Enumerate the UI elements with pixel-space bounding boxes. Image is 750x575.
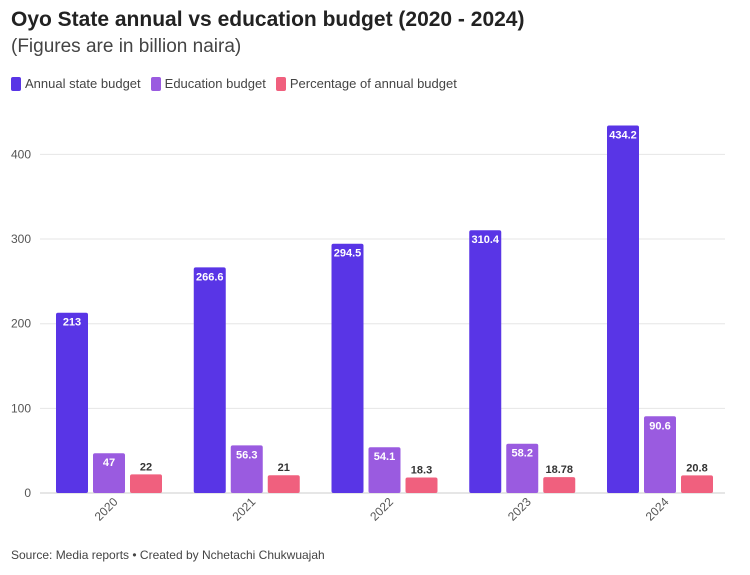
legend-label-education: Education budget xyxy=(164,76,266,91)
bar-percentage xyxy=(681,475,713,493)
x-tick-label: 2021 xyxy=(230,495,259,524)
data-label: 18.78 xyxy=(545,464,573,476)
chart-title: Oyo State annual vs education budget (20… xyxy=(11,8,525,31)
legend-label-annual: Annual state budget xyxy=(25,76,141,91)
legend-swatch-percentage xyxy=(275,76,286,91)
legend-swatch-annual xyxy=(11,76,21,91)
bar-annual xyxy=(331,243,364,493)
data-label: 213 xyxy=(63,317,81,329)
legend-item-education[interactable]: Education budget xyxy=(150,76,266,91)
bar-education xyxy=(644,416,676,493)
data-label: 310.4 xyxy=(471,234,499,246)
y-tick-label: 200 xyxy=(11,317,31,331)
x-tick-label: 2023 xyxy=(505,495,534,524)
data-label: 90.6 xyxy=(649,420,670,432)
data-label: 20.8 xyxy=(686,462,707,474)
source-note: Source: Media reports • Created by Nchet… xyxy=(11,548,325,562)
legend-label-percentage: Percentage of annual budget xyxy=(289,76,457,91)
bar-percentage xyxy=(130,474,162,493)
legend-swatch-education xyxy=(150,76,161,91)
y-tick-label: 100 xyxy=(11,401,31,415)
bar-percentage xyxy=(267,475,300,493)
bar-annual xyxy=(607,125,639,493)
data-label: 434.2 xyxy=(609,129,637,141)
x-tick-label: 2022 xyxy=(367,495,396,524)
bar-percentage xyxy=(405,477,438,493)
legend-item-annual[interactable]: Annual state budget xyxy=(11,76,141,91)
legend-item-percentage[interactable]: Percentage of annual budget xyxy=(275,76,457,91)
data-label: 47 xyxy=(103,457,115,469)
bar-education xyxy=(506,443,539,493)
x-tick-label: 2024 xyxy=(643,495,672,524)
bar-percentage xyxy=(543,477,576,493)
data-label: 58.2 xyxy=(512,448,533,460)
chart-subtitle: (Figures are in billion naira) xyxy=(11,36,242,57)
x-tick-label: 2020 xyxy=(92,495,121,524)
data-label: 22 xyxy=(140,461,152,473)
y-tick-label: 400 xyxy=(11,147,31,161)
bar-education xyxy=(230,445,263,493)
chart-legend: Annual state budget Education budget Per… xyxy=(11,76,467,91)
data-label: 54.1 xyxy=(374,451,395,463)
y-tick-label: 0 xyxy=(24,486,31,500)
y-tick-label: 300 xyxy=(11,232,31,246)
data-label: 21 xyxy=(278,462,290,474)
bar-annual xyxy=(193,267,226,493)
bar-annual xyxy=(469,230,502,493)
bar-annual xyxy=(56,312,88,493)
data-label: 18.3 xyxy=(411,465,432,477)
data-label: 266.6 xyxy=(196,271,224,283)
bar-education xyxy=(368,447,401,493)
data-label: 56.3 xyxy=(236,449,257,461)
data-label: 294.5 xyxy=(334,248,362,260)
bar-education xyxy=(93,453,125,493)
